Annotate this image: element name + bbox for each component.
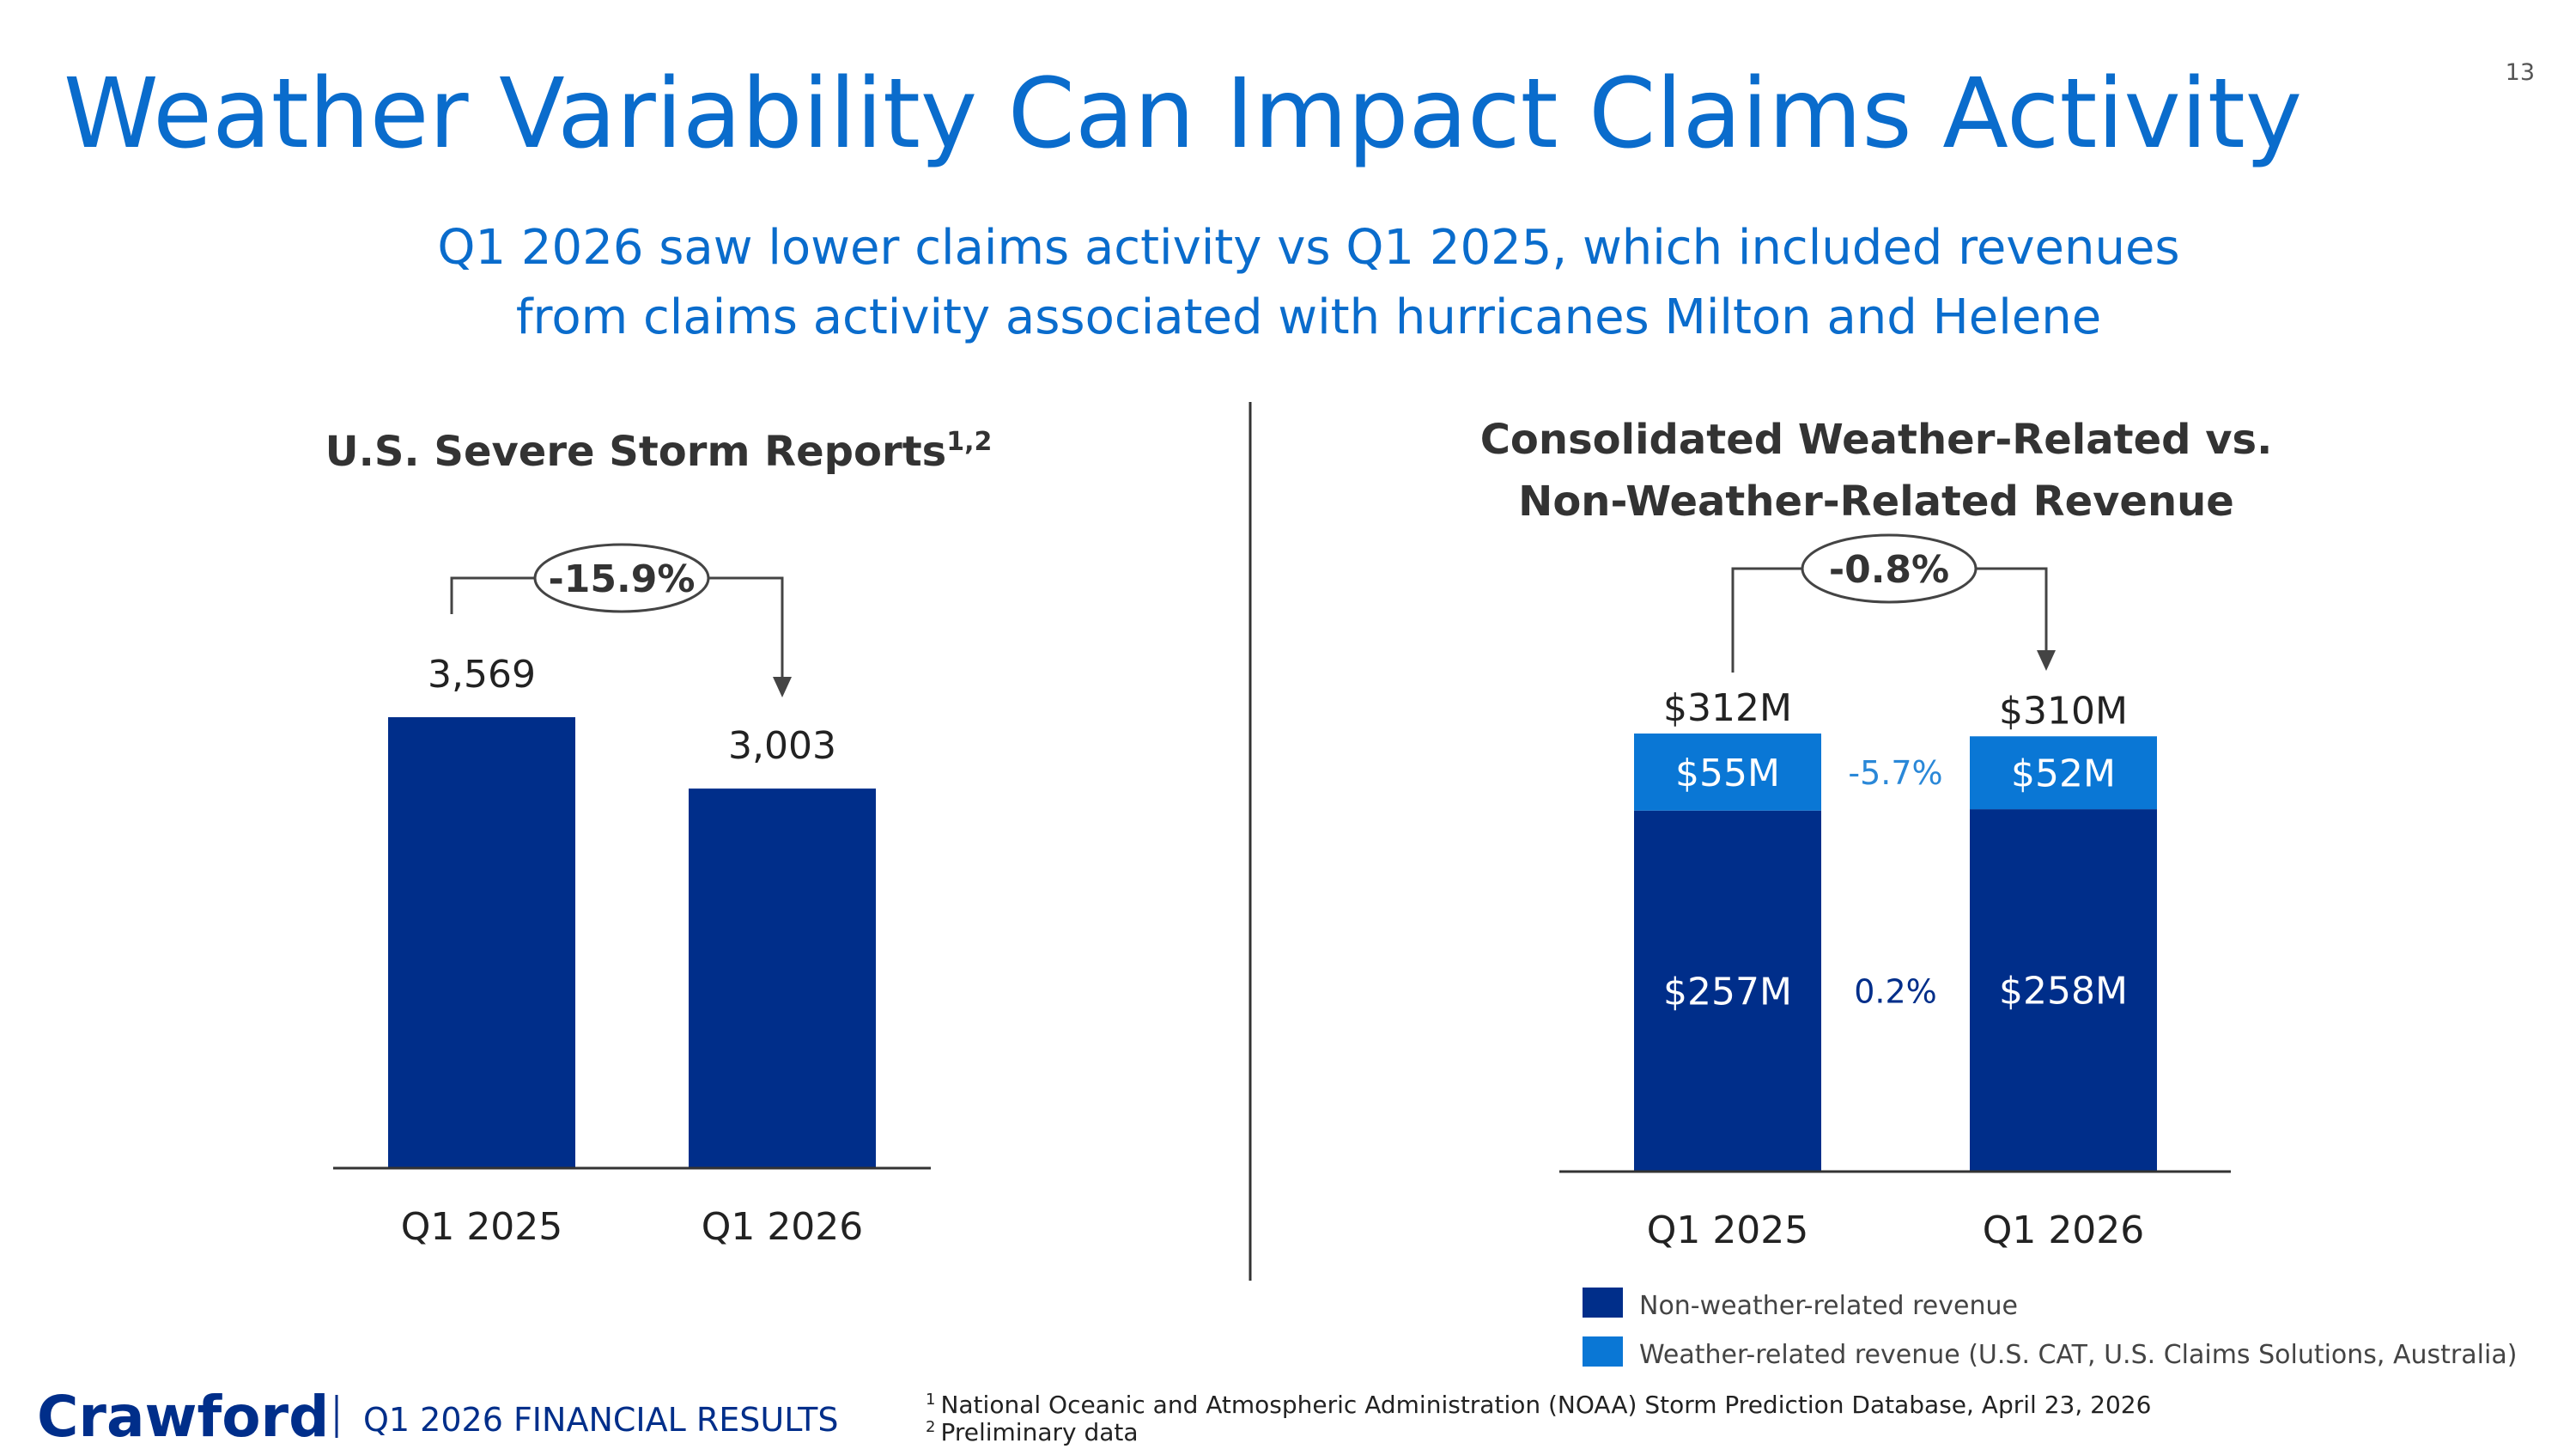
change-bracket bbox=[1731, 567, 2048, 673]
footnote-text: Preliminary data bbox=[940, 1418, 1138, 1446]
footnote: 1 National Oceanic and Atmospheric Admini… bbox=[926, 1391, 2151, 1419]
x-tick-label: Q1 2025 bbox=[401, 1205, 563, 1249]
chart-title: Consolidated Weather-Related vs. bbox=[1480, 416, 2273, 464]
change-label: -0.8% bbox=[1829, 548, 1949, 592]
bar-segment bbox=[1634, 734, 1821, 811]
value-label: 3,569 bbox=[428, 653, 536, 697]
segment-label: $258M bbox=[1999, 970, 2128, 1014]
legend-swatch bbox=[1583, 1336, 1623, 1367]
footer-text: Q1 2026 FINANCIAL RESULTS bbox=[363, 1401, 838, 1439]
chart-title-text: U.S. Severe Storm Reports bbox=[325, 428, 947, 476]
change-bubble bbox=[533, 543, 710, 613]
chart-title: Non-Weather-Related Revenue bbox=[1518, 478, 2234, 526]
x-tick-label: Q1 2026 bbox=[1983, 1209, 2145, 1252]
segment-label: $55M bbox=[1675, 752, 1780, 795]
value-label: 3,003 bbox=[728, 724, 836, 768]
superscript: 1,2 bbox=[946, 427, 992, 457]
arrow-head bbox=[773, 677, 792, 697]
footnote: 2 Preliminary data bbox=[926, 1418, 1139, 1446]
segment-change-label: 0.2% bbox=[1854, 972, 1937, 1010]
footnote-text: National Oceanic and Atmospheric Adminis… bbox=[940, 1391, 2151, 1419]
legend-swatch bbox=[1583, 1288, 1623, 1318]
total-label: $310M bbox=[1999, 689, 2128, 733]
logo: Crawford bbox=[37, 1384, 329, 1449]
footnote-marker: 1 bbox=[926, 1391, 935, 1409]
segment-change-label: -5.7% bbox=[1848, 754, 1942, 792]
change-bubble bbox=[1801, 533, 1978, 604]
footnote-marker: 2 bbox=[926, 1418, 935, 1436]
bar-segment bbox=[1970, 736, 2157, 810]
bar-segment bbox=[1970, 809, 2157, 1171]
x-tick-label: Q1 2025 bbox=[1647, 1209, 1809, 1252]
subtitle: Q1 2026 saw lower claims activity vs Q1 … bbox=[437, 220, 2179, 276]
subtitle: from claims activity associated with hur… bbox=[516, 289, 2101, 345]
chart-title: U.S. Severe Storm Reports1,2 bbox=[325, 427, 993, 476]
segment-label: $257M bbox=[1663, 970, 1792, 1014]
page-number: 13 bbox=[2506, 59, 2535, 86]
x-tick-label: Q1 2026 bbox=[702, 1205, 864, 1249]
legend-label: Weather-related revenue (U.S. CAT, U.S. … bbox=[1639, 1340, 2517, 1370]
bar bbox=[388, 717, 575, 1167]
total-label: $312M bbox=[1663, 686, 1792, 730]
change-bracket bbox=[450, 576, 784, 679]
bar-segment bbox=[1634, 810, 1821, 1171]
bar bbox=[689, 788, 876, 1167]
segment-label: $52M bbox=[2011, 752, 2116, 796]
slide-title: Weather Variability Can Impact Claims Ac… bbox=[64, 58, 2302, 170]
legend-label: Non-weather-related revenue bbox=[1639, 1291, 2018, 1321]
change-label: -15.9% bbox=[549, 557, 696, 601]
arrow-head bbox=[2037, 650, 2056, 671]
